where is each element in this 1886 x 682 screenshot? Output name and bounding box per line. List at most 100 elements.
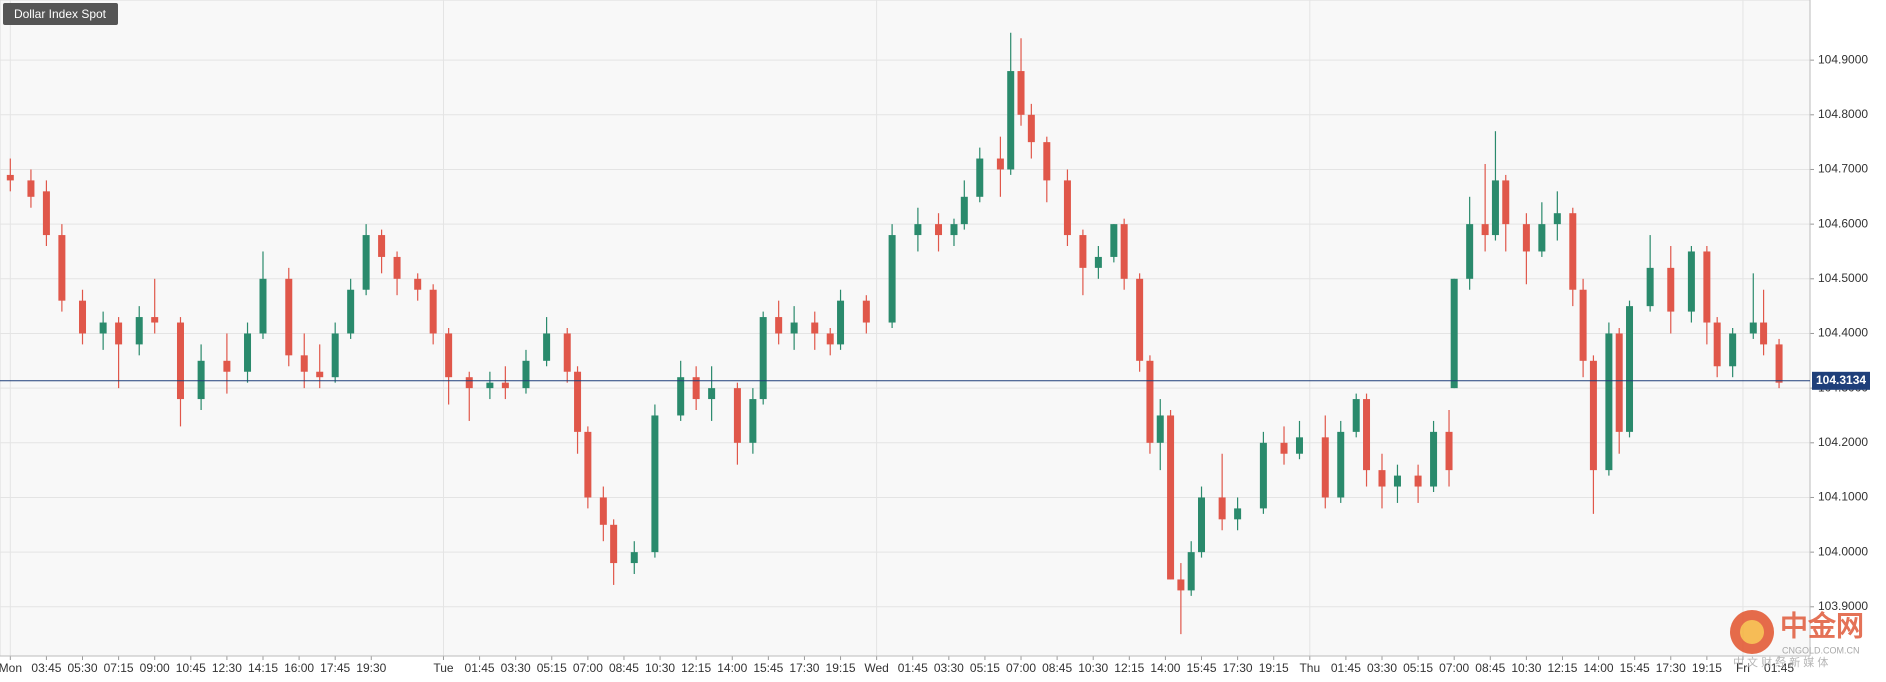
x-tick-label: 09:00	[140, 661, 170, 675]
x-tick-label: 15:45	[1186, 661, 1216, 675]
x-tick-label: 12:15	[1547, 661, 1577, 675]
candle-body	[58, 235, 66, 301]
candle-body	[1775, 344, 1783, 383]
y-tick-label: 104.1000	[1818, 490, 1868, 504]
x-tick-label: 16:00	[284, 661, 314, 675]
candle-body	[347, 289, 355, 334]
candle-body	[331, 333, 339, 378]
x-tick-label: 10:30	[1078, 661, 1108, 675]
candle-body	[259, 278, 267, 334]
candle-body	[1337, 431, 1345, 498]
candle-body	[1749, 322, 1757, 334]
candle-body	[414, 278, 422, 290]
candle-body	[1321, 437, 1329, 498]
candle-body	[1569, 213, 1577, 290]
candle-body	[1713, 322, 1721, 367]
candle-body	[1280, 442, 1288, 454]
candle-body	[300, 355, 308, 372]
candle-body	[151, 317, 159, 323]
candle-body	[1259, 442, 1267, 509]
x-tick-label: 17:30	[1223, 661, 1253, 675]
candle-body	[1414, 475, 1422, 487]
y-tick-label: 104.4000	[1818, 326, 1868, 340]
grid	[0, 0, 1810, 656]
x-tick-label: Tue	[433, 661, 454, 675]
candle-body	[445, 333, 453, 378]
candle-body	[1110, 224, 1118, 257]
candle-body	[950, 224, 958, 236]
candle-body	[27, 180, 35, 197]
x-tick-label: 14:00	[1150, 661, 1180, 675]
candle-body	[176, 322, 184, 400]
candle-body	[1167, 415, 1175, 580]
y-tick-label: 104.2000	[1818, 435, 1868, 449]
candle-body	[790, 322, 798, 334]
x-tick-label: 03:30	[501, 661, 531, 675]
candle-body	[811, 322, 819, 334]
candle-body	[708, 388, 716, 400]
x-tick-label: 19:30	[356, 661, 386, 675]
x-tick-label: 10:45	[176, 661, 206, 675]
candle-body	[6, 174, 14, 181]
candle-body	[316, 371, 324, 378]
candles	[6, 32, 1783, 635]
candle-body	[1445, 431, 1453, 471]
candle-body	[1538, 224, 1546, 252]
last-price-box	[1812, 371, 1870, 390]
x-tick-label: 14:15	[248, 661, 278, 675]
candle-body	[610, 524, 618, 564]
candle-body	[775, 317, 783, 334]
x-tick-label: 05:15	[970, 661, 1000, 675]
candle-body	[1579, 289, 1587, 361]
candle-body	[244, 333, 252, 372]
candle-body	[1234, 508, 1242, 520]
candle-body	[630, 552, 638, 564]
candle-body	[677, 377, 685, 416]
candle-body	[1079, 235, 1087, 268]
candle-body	[692, 377, 700, 400]
x-tick-label: 08:45	[609, 661, 639, 675]
candle-body	[1703, 251, 1711, 323]
candle-body	[996, 158, 1004, 170]
candle-body	[1120, 224, 1128, 279]
x-tick-label: 01:45	[465, 661, 495, 675]
candle-body	[1729, 333, 1737, 367]
candle-body	[574, 371, 582, 432]
x-tick-label: 01:45	[898, 661, 928, 675]
candle-body	[1136, 278, 1144, 361]
candle-body	[1378, 470, 1386, 487]
candle-body	[1687, 251, 1695, 312]
candle-body	[1063, 180, 1071, 236]
candle-body	[465, 377, 473, 389]
x-tick-label: Thu	[1299, 661, 1320, 675]
candle-body	[1481, 224, 1489, 236]
candle-body	[1198, 497, 1206, 553]
x-tick-label: 12:15	[681, 661, 711, 675]
x-tick-label: 14:00	[717, 661, 747, 675]
candle-body	[584, 431, 592, 498]
candle-body	[749, 399, 757, 443]
candle-body	[1626, 306, 1634, 432]
x-tick-label: 01:45	[1331, 661, 1361, 675]
candle-body	[79, 300, 87, 334]
candle-body	[759, 317, 767, 400]
watermark-url: CNGOLD.COM.CN	[1782, 645, 1860, 655]
x-tick-label: 15:45	[1620, 661, 1650, 675]
candle-body	[99, 322, 107, 334]
x-tick-label: 17:30	[1656, 661, 1686, 675]
candle-body	[393, 256, 401, 279]
candle-body	[1553, 213, 1561, 225]
candle-body	[223, 360, 231, 372]
candle-body	[1352, 399, 1360, 432]
x-tick-label: 12:15	[1114, 661, 1144, 675]
x-tick-label: 17:30	[789, 661, 819, 675]
candle-body	[826, 333, 834, 345]
candle-body	[1007, 71, 1015, 170]
candle-body	[960, 196, 968, 225]
candle-body	[1043, 142, 1051, 181]
x-tick-label: 07:00	[573, 661, 603, 675]
candle-body	[1430, 431, 1438, 487]
y-tick-label: 104.5000	[1818, 271, 1868, 285]
candle-body	[935, 224, 943, 236]
